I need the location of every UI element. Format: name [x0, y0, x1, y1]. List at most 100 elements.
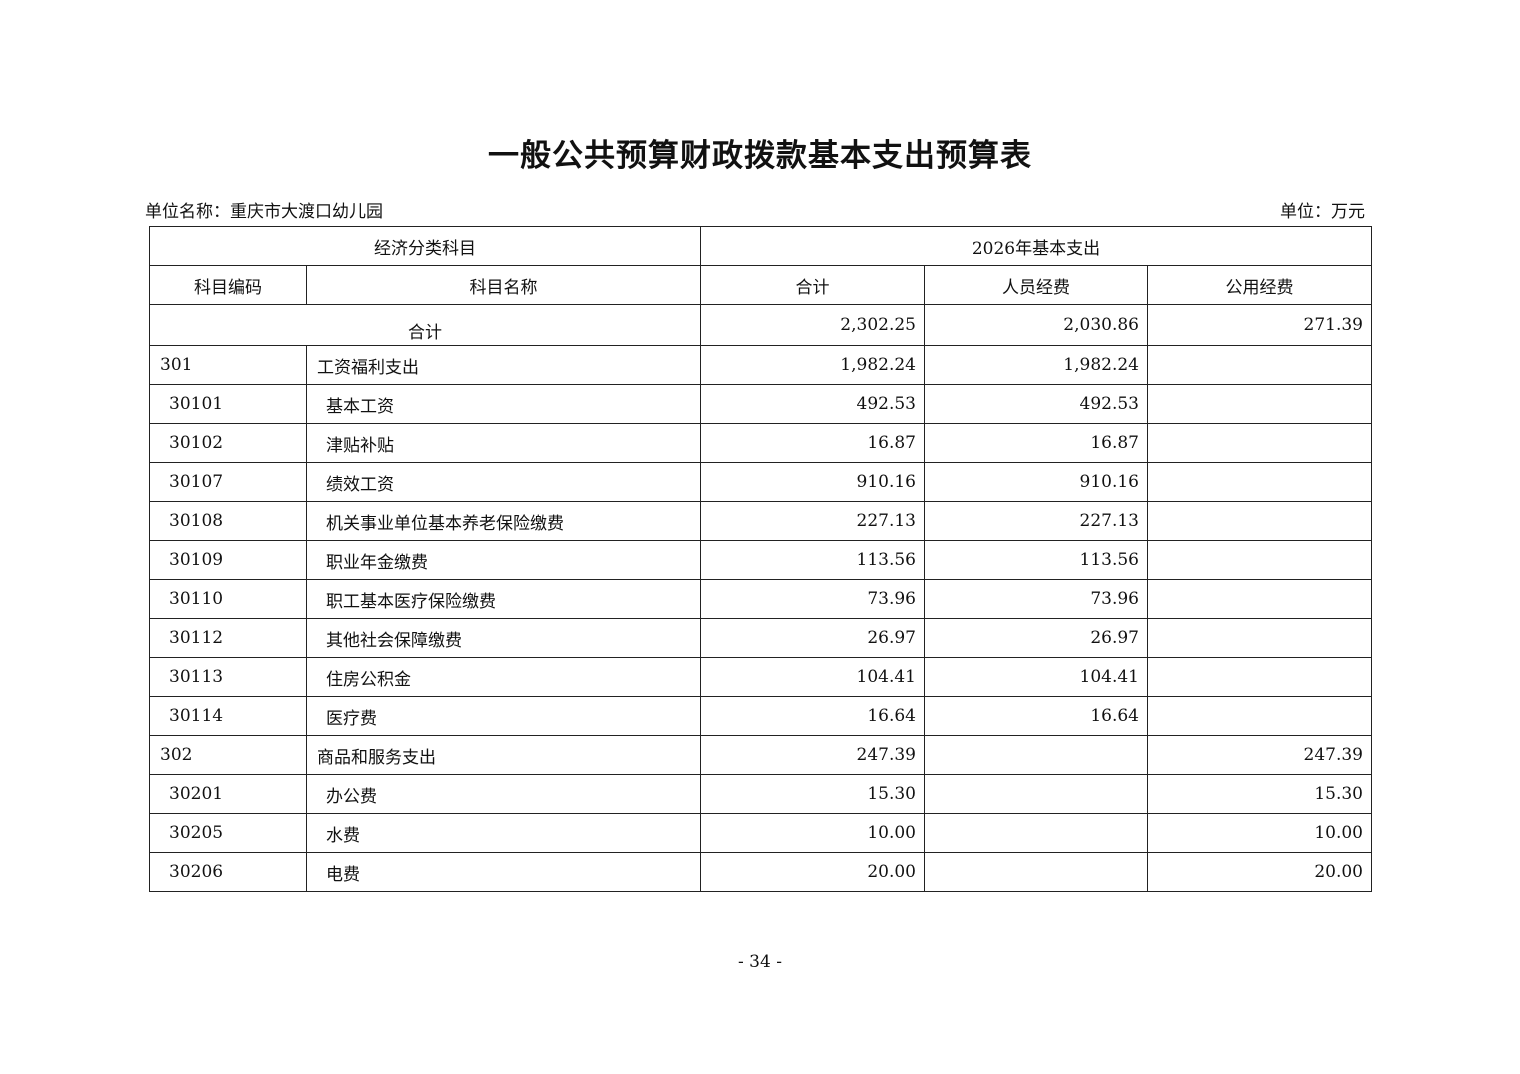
cell-name: 办公费	[306, 774, 701, 814]
cell-code: 30110	[149, 579, 307, 619]
cell-personnel	[924, 774, 1148, 814]
total-total: 2,302.25	[700, 304, 925, 346]
cell-code: 30201	[149, 774, 307, 814]
cell-total: 20.00	[700, 852, 925, 892]
cell-code: 302	[149, 735, 307, 775]
cell-total: 16.87	[700, 423, 925, 463]
table-row: 301 工资福利支出 1,982.24 1,982.24	[149, 345, 1372, 385]
cell-public	[1147, 345, 1372, 385]
cell-personnel: 910.16	[924, 462, 1148, 502]
cell-personnel	[924, 852, 1148, 892]
cell-personnel: 26.97	[924, 618, 1148, 658]
cell-public	[1147, 618, 1372, 658]
cell-code: 30205	[149, 813, 307, 853]
cell-code: 30206	[149, 852, 307, 892]
cell-public	[1147, 384, 1372, 424]
cell-public	[1147, 579, 1372, 619]
cell-total: 26.97	[700, 618, 925, 658]
cell-code: 30102	[149, 423, 307, 463]
table-row: 30205 水费 10.00 10.00	[149, 813, 1372, 853]
currency-unit: 单位：万元	[1280, 202, 1365, 222]
cell-public	[1147, 423, 1372, 463]
total-row: 合计 2,302.25 2,030.86 271.39	[149, 304, 1372, 346]
cell-personnel: 227.13	[924, 501, 1148, 541]
cell-total: 247.39	[700, 735, 925, 775]
table-row: 302 商品和服务支出 247.39 247.39	[149, 735, 1372, 775]
cell-name: 工资福利支出	[306, 345, 701, 385]
cell-personnel: 16.87	[924, 423, 1148, 463]
cell-name: 住房公积金	[306, 657, 701, 697]
table-row: 30109 职业年金缴费 113.56 113.56	[149, 540, 1372, 580]
cell-code: 301	[149, 345, 307, 385]
cell-personnel: 113.56	[924, 540, 1148, 580]
cell-personnel: 1,982.24	[924, 345, 1148, 385]
cell-total: 73.96	[700, 579, 925, 619]
cell-public	[1147, 657, 1372, 697]
cell-personnel	[924, 735, 1148, 775]
header-personnel: 人员经费	[924, 265, 1148, 305]
cell-public: 10.00	[1147, 813, 1372, 853]
cell-code: 30101	[149, 384, 307, 424]
cell-code: 30114	[149, 696, 307, 736]
table-row: 30113 住房公积金 104.41 104.41	[149, 657, 1372, 697]
total-personnel: 2,030.86	[924, 304, 1148, 346]
header-code: 科目编码	[149, 265, 307, 305]
cell-total: 1,982.24	[700, 345, 925, 385]
cell-code: 30113	[149, 657, 307, 697]
header-name: 科目名称	[306, 265, 701, 305]
cell-public: 15.30	[1147, 774, 1372, 814]
cell-name: 职业年金缴费	[306, 540, 701, 580]
cell-name: 津贴补贴	[306, 423, 701, 463]
unit-name: 单位名称：重庆市大渡口幼儿园	[145, 202, 383, 222]
cell-public: 20.00	[1147, 852, 1372, 892]
cell-code: 30107	[149, 462, 307, 502]
table-row: 30108 机关事业单位基本养老保险缴费 227.13 227.13	[149, 501, 1372, 541]
cell-name: 电费	[306, 852, 701, 892]
cell-total: 113.56	[700, 540, 925, 580]
cell-code: 30112	[149, 618, 307, 658]
table-row: 30110 职工基本医疗保险缴费 73.96 73.96	[149, 579, 1372, 619]
table-row: 30206 电费 20.00 20.00	[149, 852, 1372, 892]
cell-public	[1147, 462, 1372, 502]
cell-name: 商品和服务支出	[306, 735, 701, 775]
header-total: 合计	[700, 265, 925, 305]
header-row-columns: 科目编码 科目名称 合计 人员经费 公用经费	[149, 265, 1372, 305]
cell-total: 104.41	[700, 657, 925, 697]
header-row-group: 经济分类科目 2026年基本支出	[149, 226, 1372, 266]
total-label: 合计	[149, 304, 701, 346]
table-row: 30102 津贴补贴 16.87 16.87	[149, 423, 1372, 463]
cell-total: 910.16	[700, 462, 925, 502]
cell-public	[1147, 540, 1372, 580]
cell-personnel: 492.53	[924, 384, 1148, 424]
header-public: 公用经费	[1147, 265, 1372, 305]
cell-total: 227.13	[700, 501, 925, 541]
cell-personnel: 16.64	[924, 696, 1148, 736]
cell-personnel: 73.96	[924, 579, 1148, 619]
cell-name: 基本工资	[306, 384, 701, 424]
cell-public	[1147, 696, 1372, 736]
page-title: 一般公共预算财政拨款基本支出预算表	[488, 138, 1032, 174]
page-number: - 34 -	[738, 952, 782, 972]
cell-name: 医疗费	[306, 696, 701, 736]
table-row: 30112 其他社会保障缴费 26.97 26.97	[149, 618, 1372, 658]
table-row: 30201 办公费 15.30 15.30	[149, 774, 1372, 814]
cell-personnel	[924, 813, 1148, 853]
cell-name: 绩效工资	[306, 462, 701, 502]
cell-total: 492.53	[700, 384, 925, 424]
table-row: 30107 绩效工资 910.16 910.16	[149, 462, 1372, 502]
cell-name: 职工基本医疗保险缴费	[306, 579, 701, 619]
cell-public	[1147, 501, 1372, 541]
total-public: 271.39	[1147, 304, 1372, 346]
cell-total: 10.00	[700, 813, 925, 853]
cell-name: 机关事业单位基本养老保险缴费	[306, 501, 701, 541]
header-basic-expenditure: 2026年基本支出	[700, 226, 1372, 266]
cell-total: 15.30	[700, 774, 925, 814]
cell-total: 16.64	[700, 696, 925, 736]
cell-name: 水费	[306, 813, 701, 853]
table-row: 30114 医疗费 16.64 16.64	[149, 696, 1372, 736]
cell-name: 其他社会保障缴费	[306, 618, 701, 658]
cell-code: 30109	[149, 540, 307, 580]
cell-code: 30108	[149, 501, 307, 541]
header-economic-classification: 经济分类科目	[149, 226, 701, 266]
budget-table: 经济分类科目 2026年基本支出 科目编码 科目名称 合计 人员经费 公用经费 …	[149, 226, 1372, 892]
